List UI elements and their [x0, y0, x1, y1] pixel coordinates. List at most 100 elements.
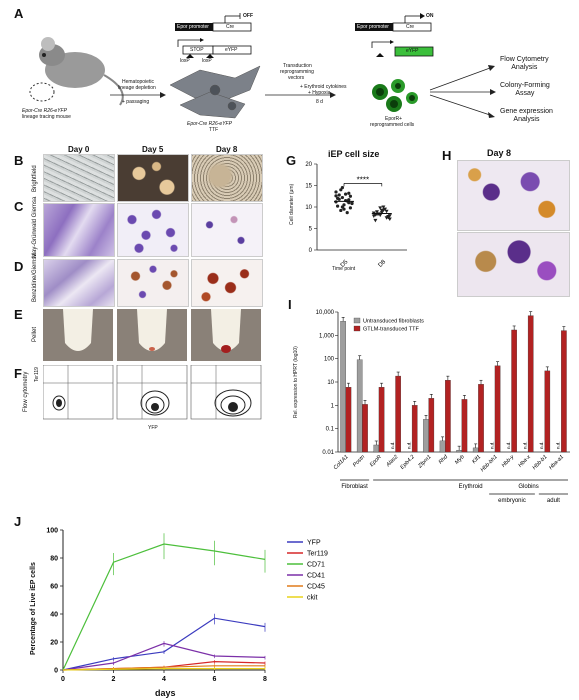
pellet-day5 — [117, 309, 187, 361]
i-xtick-label: Col1A1 — [333, 454, 350, 471]
g-xtick-label: D8 — [378, 259, 388, 269]
i-group-globins-label: Globins — [518, 484, 538, 490]
loxp-right: loxP — [202, 58, 212, 64]
j-legend-label: CD41 — [307, 573, 325, 580]
i-xtick-label: EpoR — [369, 454, 383, 468]
j-legend-label: ckit — [307, 595, 318, 602]
i-bar-untransduced — [356, 359, 363, 453]
i-ytick-label: 0.01 — [322, 450, 334, 456]
j-legend-label: Ter119 — [307, 551, 328, 558]
j-ytick-label: 80 — [50, 556, 58, 563]
j-ytick-label: 60 — [50, 584, 58, 591]
j-ytick-label: 0 — [54, 668, 58, 675]
j-xtick-label: 6 — [213, 676, 217, 683]
i-bar-gtlm — [544, 370, 551, 453]
ttf-caption-2: TTF — [209, 127, 219, 133]
g-point-d5 — [345, 210, 349, 215]
panel-label-h: H — [442, 148, 452, 163]
panel-label-b: B — [14, 153, 24, 168]
i-ytick-label: 10,000 — [316, 310, 335, 316]
g-ytick-label: 15 — [305, 184, 312, 190]
flow-day8 — [190, 365, 262, 420]
i-group-embryonic-label: embryonic — [498, 498, 526, 504]
panel-label-i: I — [288, 297, 292, 312]
i-xtick-label: Epb4.2 — [399, 454, 416, 471]
pellets — [43, 309, 261, 361]
g-ytick-label: 5 — [309, 227, 313, 233]
day-header-0: Day 0 — [68, 145, 90, 154]
brightfield-day5 — [117, 154, 189, 202]
g-point-d5 — [334, 194, 338, 198]
arrow2-text-2: reprogramming — [280, 69, 314, 75]
g-point-d5 — [336, 204, 340, 208]
brightfield-day0 — [43, 154, 115, 202]
i-bar-gtlm — [395, 375, 401, 453]
arrow2-text-1: Transduction — [283, 63, 312, 69]
i-bar-gtlm — [561, 330, 567, 453]
mgg-day8 — [191, 203, 263, 257]
mgg-day0 — [43, 203, 115, 257]
i-xtick-label: Hbb-y — [501, 453, 517, 469]
j-xtick-label: 8 — [263, 676, 267, 683]
j-xtick-label: 2 — [112, 676, 116, 683]
i-legend-swatch — [353, 325, 361, 332]
j-ytick-label: 20 — [50, 640, 58, 647]
j-ytick-label: 100 — [46, 528, 58, 535]
g-ytick-label: 20 — [305, 162, 312, 168]
j-legend-label: CD45 — [307, 584, 325, 591]
g-point-d5 — [344, 192, 348, 196]
j-legend-label: CD71 — [307, 562, 325, 569]
g-point-d5 — [337, 197, 341, 201]
g-point-d8 — [371, 214, 376, 219]
panel-label-g: G — [286, 153, 297, 168]
eyfp-on: eYFP — [406, 48, 419, 54]
i-group-fibroblast-label: Fibroblast — [341, 484, 368, 490]
pellet-day0 — [43, 309, 113, 361]
i-bar-gtlm — [378, 387, 385, 453]
i-nd-label: n.d. — [506, 441, 511, 449]
panel-label-d: D — [14, 259, 24, 274]
i-bar-gtlm — [478, 384, 484, 453]
cells-caption-2: reprogrammed cells — [370, 122, 415, 128]
loxp-left: loxP — [180, 58, 190, 64]
i-group-adult-label: adult — [547, 498, 560, 504]
flow-day0 — [43, 365, 114, 420]
i-xtick-label: Rhd — [438, 454, 450, 466]
g-ytick-label: 0 — [309, 248, 313, 254]
g-point-d5 — [337, 193, 341, 197]
mouse-illustration — [29, 37, 124, 106]
brightfield-day8 — [191, 154, 263, 202]
g-ytick-label: 10 — [305, 205, 312, 211]
g-point-d8 — [375, 210, 379, 214]
j-ylabel: Percentage of Live iEP cells — [30, 562, 37, 655]
i-bar-gtlm — [511, 329, 517, 453]
panel-label-a: A — [14, 6, 24, 21]
g-xtick-label: D5 — [340, 259, 350, 269]
arrow3-text-3: 8 d — [316, 99, 323, 105]
cre-on: Cre — [406, 24, 415, 30]
g-point-d8 — [386, 215, 391, 220]
stop-label: STOP — [190, 47, 204, 53]
i-bar-untransduced — [456, 450, 462, 453]
arrow2-text-3: vectors — [288, 75, 305, 81]
benzidine-day0 — [43, 259, 115, 307]
row-label-mgg: May-Grünwald Giemsa — [32, 196, 38, 258]
g-point-d5 — [347, 191, 351, 195]
g-point-d8 — [387, 217, 392, 222]
pellet-day8 — [191, 309, 261, 361]
mouse-caption-1: Epor-Cre R26-eYFP — [22, 108, 67, 114]
row-label-pellet: Pellet — [32, 326, 38, 342]
panel-label-f: F — [14, 366, 22, 381]
i-xtick-label: Zfpm1 — [417, 454, 433, 470]
arrow1-text-2: lineage depletion — [118, 85, 156, 91]
g-point-d5 — [340, 205, 344, 209]
mouse-caption-2: lineage tracing mouse — [22, 114, 71, 120]
g-point-d8 — [378, 206, 383, 210]
i-ytick-label: 100 — [324, 357, 335, 363]
i-xtick-label: Hba-x — [517, 454, 532, 469]
i-bar-gtlm — [345, 387, 352, 453]
g-point-d5 — [334, 190, 338, 194]
benzidine-day8 — [191, 259, 263, 307]
g-significance: **** — [357, 175, 369, 184]
g-point-d8 — [384, 209, 389, 214]
